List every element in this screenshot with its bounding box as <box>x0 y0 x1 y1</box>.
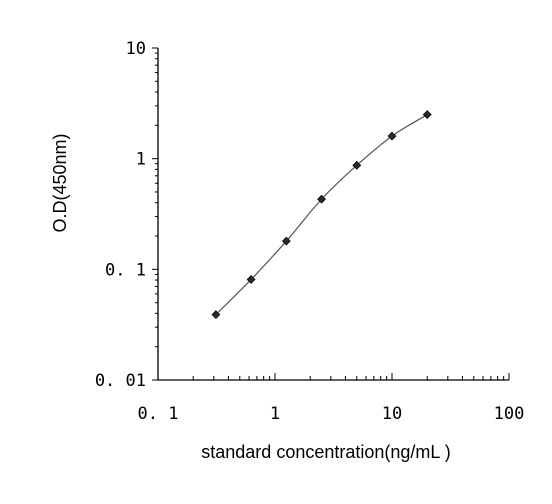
y-tick-label: 0. 1 <box>105 260 146 280</box>
y-tick-label: 1 <box>136 150 146 170</box>
data-point <box>422 110 432 120</box>
x-tick-label: 0. 1 <box>138 404 179 424</box>
tick-labels: 0. 01 0. 1 1 10 0. 1 1 10 100 <box>95 39 525 424</box>
ticks <box>152 47 510 381</box>
x-axis-label: standard concentration(ng/mL ) <box>201 442 450 462</box>
data-point <box>211 310 221 320</box>
data-point <box>352 160 362 170</box>
x-tick-label: 10 <box>382 404 402 424</box>
data-point <box>387 131 397 141</box>
y-tick-label: 0. 01 <box>95 371 146 391</box>
data-point <box>317 194 326 204</box>
y-tick-label: 10 <box>126 39 146 59</box>
data-point <box>281 236 291 246</box>
x-tick-label: 1 <box>270 404 280 424</box>
y-axis-label: O.D(450nm) <box>50 133 70 232</box>
data-point <box>246 275 256 284</box>
x-tick-label: 100 <box>494 404 525 424</box>
fit-curve <box>215 114 428 316</box>
axes: 0. 01 0. 1 1 10 0. 1 1 10 100 <box>95 39 525 424</box>
data-points <box>211 110 432 320</box>
